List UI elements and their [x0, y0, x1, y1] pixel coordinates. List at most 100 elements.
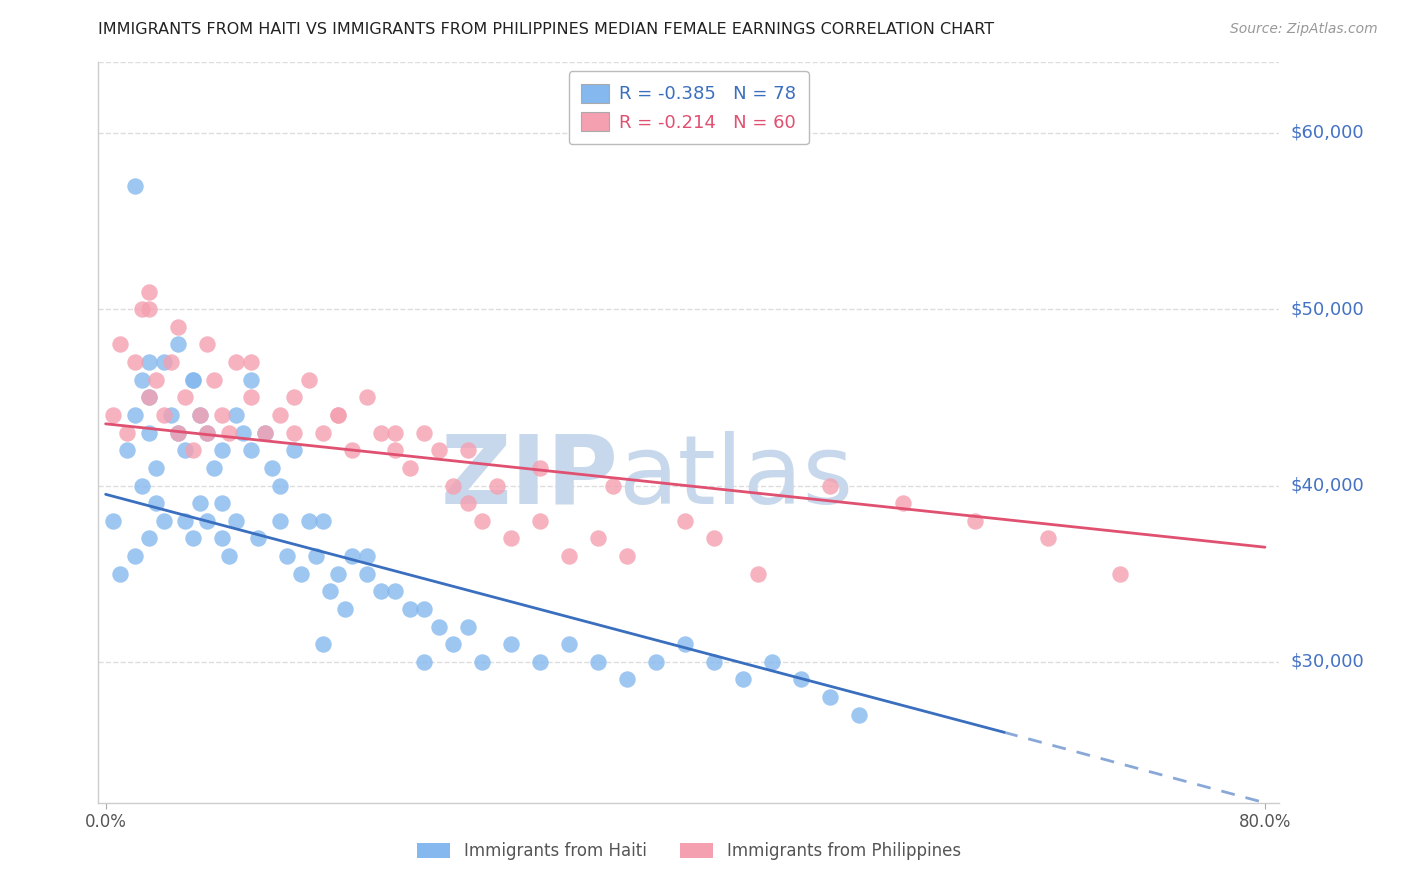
Text: $40,000: $40,000 [1291, 476, 1364, 494]
Point [152, 408, 174, 422]
Text: $30,000: $30,000 [1291, 653, 1364, 671]
Point [202, 461, 225, 475]
Point [384, 443, 406, 458]
Point [501, 637, 523, 651]
Point [290, 566, 312, 581]
Point [529, 655, 551, 669]
Text: $50,000: $50,000 [1291, 301, 1364, 318]
Point [117, 443, 139, 458]
Point [195, 337, 218, 351]
Point [239, 390, 262, 404]
Point [262, 461, 284, 475]
Point [1109, 566, 1132, 581]
Point [269, 478, 291, 492]
Point [211, 443, 233, 458]
Point [588, 532, 610, 546]
Point [145, 461, 167, 475]
Point [195, 514, 218, 528]
Point [218, 425, 240, 440]
Point [218, 549, 240, 563]
Point [225, 408, 247, 422]
Point [124, 355, 146, 369]
Point [673, 637, 696, 651]
Point [181, 373, 204, 387]
Point [297, 514, 319, 528]
Point [108, 337, 131, 351]
Point [167, 425, 190, 440]
Point [160, 408, 183, 422]
Point [131, 302, 153, 317]
Point [283, 390, 305, 404]
Point [457, 496, 479, 510]
Point [501, 532, 523, 546]
Point [356, 390, 378, 404]
Point [138, 390, 160, 404]
Point [340, 549, 363, 563]
Point [616, 673, 638, 687]
Point [413, 602, 436, 616]
Point [818, 478, 841, 492]
Point [145, 373, 167, 387]
Point [174, 390, 197, 404]
Point [326, 408, 349, 422]
Point [384, 584, 406, 599]
Point [225, 355, 247, 369]
Point [276, 549, 298, 563]
Point [138, 355, 160, 369]
Point [818, 690, 841, 704]
Point [457, 619, 479, 633]
Point [167, 337, 190, 351]
Point [399, 461, 422, 475]
Point [174, 443, 197, 458]
Point [167, 319, 190, 334]
Point [413, 425, 436, 440]
Point [232, 425, 254, 440]
Point [413, 655, 436, 669]
Point [427, 443, 450, 458]
Point [181, 373, 204, 387]
Point [319, 584, 342, 599]
Point [326, 408, 349, 422]
Point [211, 408, 233, 422]
Text: ZIP: ZIP [440, 431, 619, 524]
Point [101, 408, 124, 422]
Point [138, 390, 160, 404]
Point [356, 549, 378, 563]
Point [645, 655, 668, 669]
Point [211, 532, 233, 546]
Point [356, 566, 378, 581]
Point [124, 549, 146, 563]
Point [703, 532, 725, 546]
Point [108, 566, 131, 581]
Point [384, 425, 406, 440]
Point [790, 673, 813, 687]
Point [965, 514, 987, 528]
Point [340, 443, 363, 458]
Point [117, 425, 139, 440]
Point [747, 566, 769, 581]
Point [1036, 532, 1059, 546]
Point [471, 514, 494, 528]
Point [195, 425, 218, 440]
Point [188, 496, 211, 510]
Point [131, 478, 153, 492]
Point [145, 496, 167, 510]
Point [138, 302, 160, 317]
Point [152, 355, 174, 369]
Point [891, 496, 914, 510]
Point [181, 532, 204, 546]
Point [399, 602, 422, 616]
Point [297, 373, 319, 387]
Point [848, 707, 870, 722]
Point [239, 443, 262, 458]
Point [269, 514, 291, 528]
Point [181, 443, 204, 458]
Point [443, 637, 465, 651]
Point [703, 655, 725, 669]
Point [211, 496, 233, 510]
Point [558, 549, 581, 563]
Point [239, 355, 262, 369]
Point [312, 425, 335, 440]
Point [225, 514, 247, 528]
Point [188, 408, 211, 422]
